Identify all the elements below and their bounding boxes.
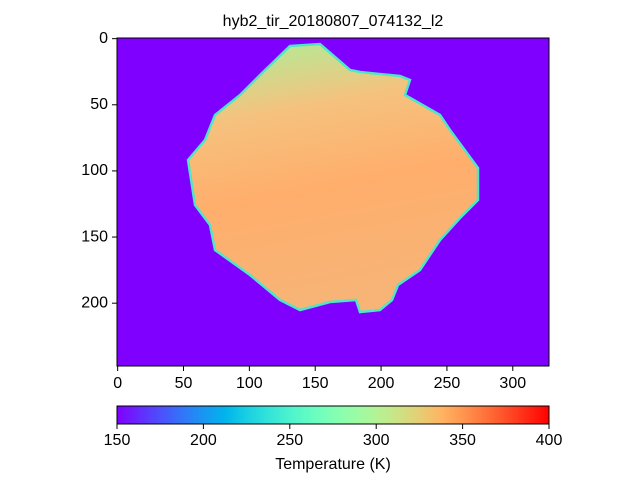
colorbar-label: Temperature (K) <box>275 456 391 473</box>
y-tick-label: 200 <box>81 294 108 311</box>
colorbar-tick-label: 400 <box>536 432 563 449</box>
y-tick-label: 0 <box>99 30 108 47</box>
x-tick-label: 0 <box>113 375 122 392</box>
axes-frame <box>116 37 550 367</box>
colorbar-tick-label: 350 <box>449 432 476 449</box>
y-tick-label: 150 <box>81 228 108 245</box>
x-tick-label: 200 <box>368 375 395 392</box>
y-tick-label: 100 <box>81 162 108 179</box>
colorbar <box>116 405 550 425</box>
x-tick-label: 300 <box>499 375 526 392</box>
x-tick-label: 250 <box>434 375 461 392</box>
chart-title: hyb2_tir_20180807_074132_l2 <box>223 13 444 30</box>
colorbar-tick-label: 250 <box>276 432 303 449</box>
colorbar-tick-label: 150 <box>104 432 131 449</box>
colorbar-tick-label: 300 <box>363 432 390 449</box>
y-tick-label: 50 <box>90 96 108 113</box>
x-tick-label: 50 <box>175 375 193 392</box>
asteroid <box>186 42 480 314</box>
image <box>117 38 549 366</box>
x-tick-label: 100 <box>236 375 263 392</box>
colorbar-tick-label: 200 <box>190 432 217 449</box>
x-tick-label: 150 <box>302 375 329 392</box>
